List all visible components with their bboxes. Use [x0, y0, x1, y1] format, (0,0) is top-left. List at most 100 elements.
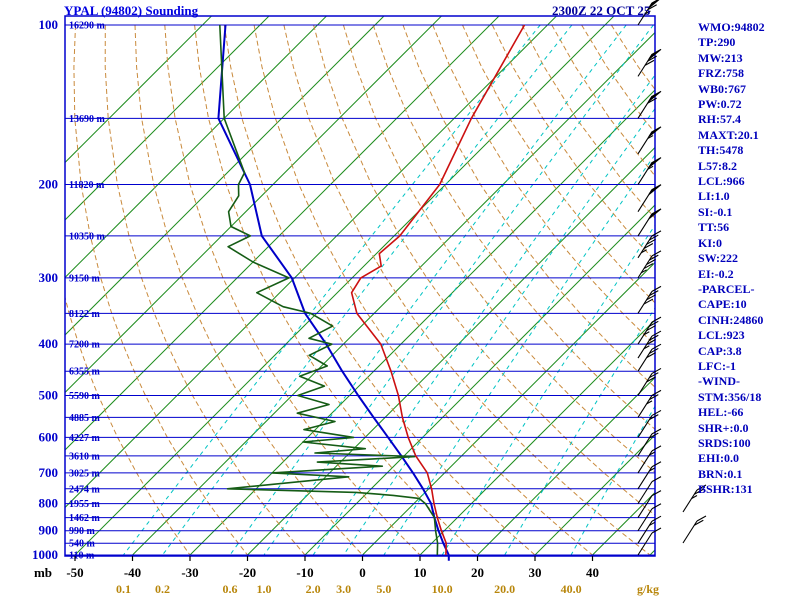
mixing-ratio-label: 0.2 [155, 582, 170, 596]
mixing-ratio-label: 0.6 [222, 582, 237, 596]
index-row: KI:0 [698, 235, 722, 250]
mixing-ratio-label: 3.0 [336, 582, 351, 596]
mixing-ratio-line [161, 24, 573, 556]
height-label: 110 m [69, 551, 95, 562]
isotherm-line [65, 16, 385, 336]
dry-adiabat-line [104, 24, 307, 556]
dewpoint-trace [219, 24, 439, 556]
wind-barb-tick [647, 97, 657, 104]
wind-barb-tick [646, 238, 656, 245]
index-row: BSHR:131 [698, 482, 753, 497]
wind-barb-tick [647, 4, 657, 11]
height-label: 13690 m [69, 114, 106, 125]
wind-barb-halftick [643, 345, 650, 350]
index-row: L57:8.2 [698, 158, 737, 173]
wind-barb-tick [646, 376, 656, 383]
wind-barb-tick [643, 263, 654, 270]
isotherm-line [65, 16, 327, 279]
pressure-axis-label: 400 [39, 336, 59, 351]
height-label: 7200 m [69, 340, 101, 351]
dry-adiabat-line [372, 24, 655, 430]
isotherm-line [74, 16, 615, 556]
height-label: 2474 m [69, 484, 101, 495]
wind-barb-tick [651, 389, 662, 396]
wind-barb-staff [637, 532, 653, 556]
index-row: STM:356/18 [698, 389, 762, 404]
wind-barb-tick [646, 339, 656, 345]
wind-barb-tick [651, 316, 662, 323]
wind-barb-tick [649, 372, 659, 379]
dry-adiabat-line [73, 24, 249, 556]
isotherm-line [419, 319, 655, 556]
temp-axis-label: -10 [296, 565, 313, 580]
height-label: 3025 m [69, 468, 101, 479]
height-label: 6355 m [69, 367, 101, 378]
mixing-ratio-line [311, 74, 655, 556]
wind-barb-tick [651, 250, 662, 257]
wind-barb-tick [649, 320, 659, 327]
pressure-axis-label: 200 [39, 177, 59, 192]
wind-barb-tick [649, 347, 659, 354]
mixing-ratio-label: 20.0 [494, 582, 515, 596]
wind-barb-tick [696, 515, 707, 522]
index-row: LFC:-1 [698, 358, 736, 373]
height-label: 3610 m [69, 451, 101, 462]
wind-barb-halftick [649, 451, 655, 456]
wind-barb-tick [651, 428, 662, 435]
wind-barb-flag [648, 48, 662, 60]
temp-axis-label: -50 [66, 565, 83, 580]
pressure-axis-label: 800 [39, 496, 59, 511]
temp-axis-label: 40 [586, 565, 599, 580]
index-row: LCL:966 [698, 174, 745, 189]
index-row: LI:1.0 [698, 189, 730, 204]
wind-barb-tick [694, 488, 704, 495]
index-row: SRDS:100 [698, 435, 751, 450]
wind-barbs [637, 0, 707, 556]
index-row: FRZ:758 [698, 66, 744, 81]
wind-barb-halftick [647, 135, 654, 140]
index-row: TT:56 [698, 220, 730, 235]
wind-barb-halftick [691, 494, 698, 499]
pressure-axis-label: 300 [39, 270, 59, 285]
wind-barb-halftick [649, 467, 655, 472]
pressure-axis-label: 900 [39, 523, 59, 538]
wind-barb-tick [649, 414, 659, 421]
index-row: SW:222 [698, 251, 739, 266]
height-label: 8122 m [69, 309, 101, 320]
mixing-ratio-label: 1.0 [257, 582, 272, 596]
height-label: 10350 m [69, 231, 106, 242]
wind-barb-tick [651, 230, 662, 237]
pressure-axis-label: 1000 [32, 547, 58, 562]
pressure-axis-label: 100 [39, 17, 59, 32]
wind-barb-tick [649, 394, 659, 401]
mixing-ratio-label: 5.0 [376, 582, 391, 596]
isotherm-line [65, 16, 212, 164]
mixing-ratio-label: 40.0 [561, 582, 582, 596]
index-row: BRN:0.1 [698, 466, 743, 481]
pressure-axis-label: 700 [39, 465, 59, 480]
dry-adiabat-line [342, 24, 655, 473]
wind-barb-tick [651, 445, 662, 452]
dry-adiabat-line [283, 24, 653, 556]
wind-barb-halftick [647, 165, 654, 170]
mixing-ratio-line [342, 107, 655, 556]
pressure-unit-label: mb [34, 565, 52, 580]
index-row: CAPE:10 [698, 297, 747, 312]
index-row: EHI:0.0 [698, 451, 740, 466]
wind-barb-tick [651, 409, 662, 416]
wind-barb-tick [646, 294, 656, 301]
wind-barb-tick [646, 325, 656, 332]
index-row: LCL:923 [698, 328, 745, 343]
height-label: 1462 m [69, 513, 101, 524]
dry-adiabat-line [134, 24, 365, 556]
wind-barb-halftick [640, 249, 647, 254]
wind-barb-tick [651, 285, 662, 292]
index-row: EI:-0.2 [698, 266, 734, 281]
index-row: TP:290 [698, 35, 736, 50]
chart-background [65, 16, 655, 556]
mixing-unit-label: g/kg [637, 582, 659, 596]
wind-barb-flag [648, 184, 662, 196]
dry-adiabat-line [402, 24, 655, 388]
isotherm-line [477, 376, 655, 556]
